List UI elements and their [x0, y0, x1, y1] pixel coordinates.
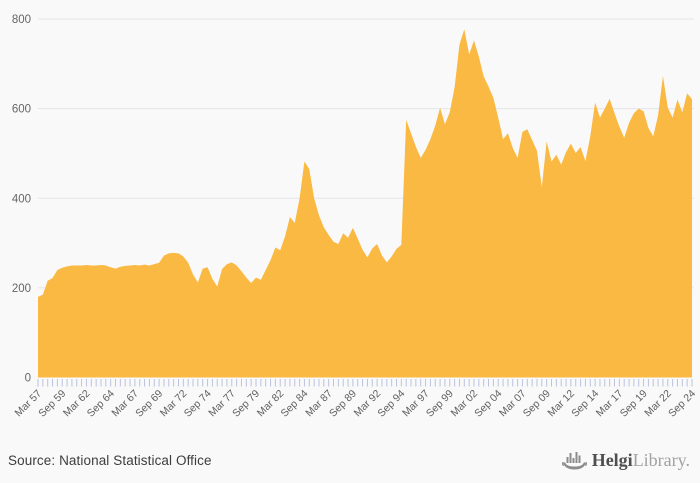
y-axis-labels: 0 200 400 600 800: [12, 14, 31, 385]
x-tick-label: Sep 04: [472, 388, 504, 420]
y-tick-label-400: 400: [12, 193, 31, 205]
x-axis-ticks: [37, 379, 693, 387]
x-tick-label: Sep 59: [36, 388, 68, 420]
y-tick-label-800: 800: [12, 14, 31, 26]
logo-text-library: Library.: [632, 449, 690, 470]
x-tick-label: Sep 89: [327, 388, 359, 420]
x-tick-label: Sep 79: [230, 388, 262, 420]
x-tick-label: Sep 94: [375, 388, 407, 420]
x-tick-label: Sep 99: [424, 388, 456, 420]
x-tick-label: Sep 64: [85, 388, 117, 420]
area-series[interactable]: [38, 29, 692, 378]
source-label: Source: National Statistical Office: [8, 452, 212, 468]
viking-ship-icon: [561, 449, 587, 472]
y-tick-label-0: 0: [25, 373, 31, 385]
x-tick-label: Sep 24: [666, 388, 698, 420]
x-tick-label: Sep 74: [182, 388, 214, 420]
x-tick-label: Sep 69: [133, 388, 165, 420]
x-tick-label: Sep 19: [618, 388, 650, 420]
y-tick-label-200: 200: [12, 283, 31, 295]
y-tick-label-600: 600: [12, 104, 31, 116]
chart-footer: Source: National Statistical Office H: [0, 437, 700, 483]
logo-text-helgi: Helgi: [591, 449, 633, 470]
x-tick-label: Sep 14: [569, 388, 601, 420]
x-tick-label: Sep 84: [279, 388, 311, 420]
x-tick-label: Sep 09: [521, 388, 553, 420]
helgi-library-logo[interactable]: HelgiLibrary.: [561, 449, 690, 472]
logo-wordmark: HelgiLibrary.: [592, 450, 690, 471]
